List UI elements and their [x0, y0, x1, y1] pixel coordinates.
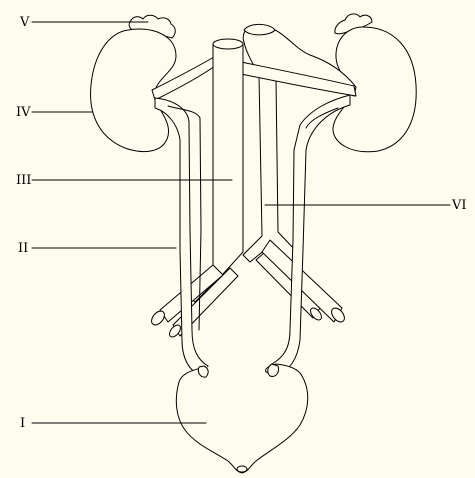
- aorta: [188, 43, 244, 303]
- label-V: V: [20, 15, 30, 30]
- bladder: [175, 363, 309, 474]
- right-kidney: [332, 26, 417, 153]
- right-ureter-inner: [305, 107, 339, 129]
- label-IV: IV: [16, 105, 31, 120]
- left-kidney: [90, 28, 177, 152]
- left-iliac-vein-opening: [169, 324, 181, 338]
- vena-cava-opening: [243, 23, 276, 36]
- label-I: I: [20, 416, 26, 431]
- right-iliac-artery-opening: [310, 307, 322, 321]
- left-ureter-end: [197, 365, 209, 378]
- label-III: III: [16, 173, 32, 188]
- right-iliac-vein-opening: [331, 307, 345, 323]
- right-renal-vein: [240, 61, 357, 97]
- aorta-opening: [212, 38, 244, 50]
- urethra-opening: [236, 465, 248, 473]
- label-VI: VI: [452, 198, 467, 213]
- right-ureter-end: [267, 363, 279, 377]
- label-II: II: [18, 241, 29, 256]
- left-iliac-artery-opening: [151, 310, 165, 326]
- left-ureter-inner: [167, 105, 202, 331]
